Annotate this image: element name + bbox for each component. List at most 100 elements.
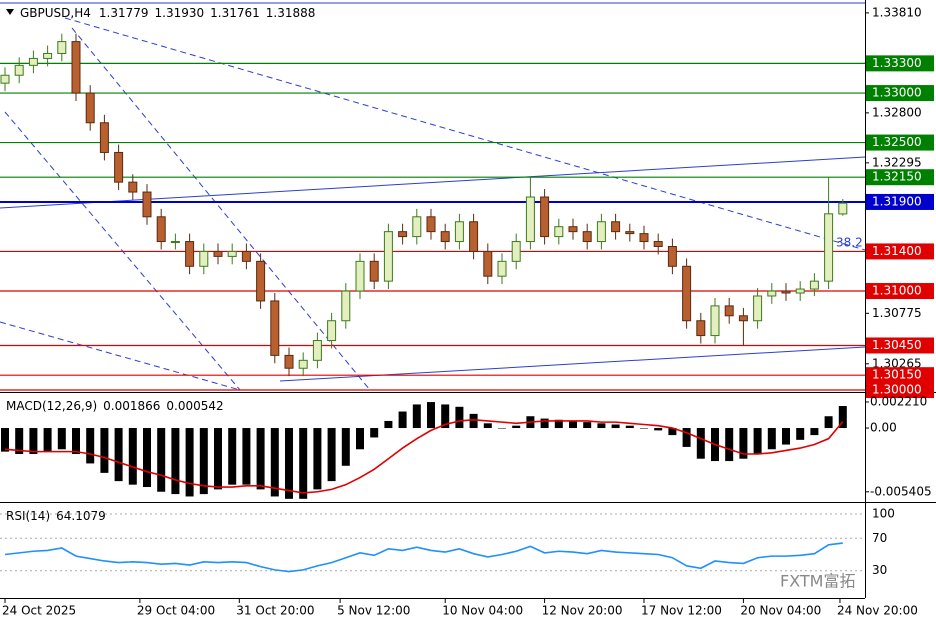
macd-bar xyxy=(483,423,492,429)
candle-body xyxy=(369,260,379,282)
macd-bar xyxy=(313,428,322,490)
level-label: 1.31900 xyxy=(872,194,922,208)
macd-bar xyxy=(796,428,805,440)
candle-body xyxy=(582,231,592,243)
level-label-box xyxy=(866,169,934,186)
x-tick-label: 20 Nov 04:00 xyxy=(740,604,821,618)
candle-body xyxy=(99,122,109,153)
macd-bar xyxy=(285,428,293,499)
macd-bar xyxy=(782,428,790,445)
candle-body xyxy=(540,196,550,238)
x-tick-label: 24 Nov 20:00 xyxy=(837,604,918,618)
candle-body xyxy=(440,231,450,243)
macd-header: MACD(12,26,9) 0.001866 0.000542 xyxy=(6,399,224,413)
level-label-box xyxy=(866,243,934,260)
macd-bar xyxy=(29,428,38,454)
candle-body xyxy=(469,221,479,252)
macd-bar xyxy=(540,418,549,429)
macd-bar xyxy=(611,424,620,429)
candle-body xyxy=(85,92,95,124)
y-tick-label: 100 xyxy=(872,507,895,521)
candle-body xyxy=(483,250,493,277)
macd-bar xyxy=(270,428,279,497)
macd-bar xyxy=(327,428,336,482)
candle-body xyxy=(554,226,564,238)
macd-bar xyxy=(668,428,677,436)
level-label: 1.33300 xyxy=(872,56,922,70)
trend-line xyxy=(64,17,866,251)
header: GBPUSD,H4 1.31779 1.31930 1.31761 1.31888 xyxy=(20,6,315,20)
candle-body xyxy=(525,196,535,243)
macd-bar xyxy=(824,416,833,429)
macd-bar xyxy=(214,428,222,490)
macd-bar xyxy=(114,428,123,482)
macd-bar xyxy=(498,428,506,429)
macd-bar xyxy=(299,428,308,499)
y-tick-label: 1.30775 xyxy=(872,306,922,320)
macd-bar xyxy=(100,428,109,473)
macd-bar xyxy=(696,428,705,459)
candle-body xyxy=(753,295,763,322)
candle-body xyxy=(170,241,180,244)
macd-bar xyxy=(199,428,208,495)
candle-body xyxy=(128,181,138,193)
y-tick-label: -0.005405 xyxy=(870,484,932,498)
trend-line xyxy=(0,321,241,391)
candle-body xyxy=(639,233,649,243)
frames xyxy=(0,0,936,599)
trend-line xyxy=(71,27,371,391)
candle-body xyxy=(156,216,166,243)
close-label: 1.31888 xyxy=(266,6,316,20)
y-tick-label: 0.002210 xyxy=(870,394,927,408)
candle-body xyxy=(185,241,195,267)
candle-body xyxy=(696,320,706,337)
macd-bar xyxy=(57,428,66,450)
y-tick-label: 0.00 xyxy=(870,421,897,435)
dropdown-icon[interactable] xyxy=(6,9,14,15)
candle-body xyxy=(284,354,294,369)
level-label-box xyxy=(866,337,934,354)
macd-bar xyxy=(625,425,634,429)
candle-body xyxy=(398,231,408,238)
level-label: 1.32500 xyxy=(872,135,922,149)
macd-bar xyxy=(171,428,180,495)
macd-bar xyxy=(512,425,521,429)
macd-bar xyxy=(682,428,691,447)
candle-body xyxy=(71,41,81,94)
candle-body xyxy=(0,74,10,84)
candle-body xyxy=(611,221,621,233)
trend-lines xyxy=(0,2,866,391)
candle-body xyxy=(653,241,663,247)
candle-body xyxy=(625,231,635,235)
candle-body xyxy=(454,221,464,243)
macd-bar xyxy=(767,428,776,450)
candle-body xyxy=(383,231,393,282)
level-label: 1.31400 xyxy=(872,244,922,258)
level-label: 1.32150 xyxy=(872,170,922,184)
y-tick-label: 1.33810 xyxy=(872,5,922,19)
macd-bar xyxy=(228,428,237,485)
macd-bar xyxy=(455,406,464,429)
level-label-box xyxy=(866,55,934,72)
macd-bar xyxy=(398,411,407,429)
macd-bar xyxy=(441,404,450,429)
level-label-box xyxy=(866,193,934,210)
level-label-box xyxy=(866,85,934,102)
level-label: 1.30450 xyxy=(872,338,922,352)
candle-body xyxy=(682,265,692,322)
level-label: 1.33000 xyxy=(872,86,922,100)
candle-body xyxy=(355,260,365,292)
macd-value: 0.001866 xyxy=(103,399,160,413)
macd-bar xyxy=(185,428,194,497)
x-tick-label: 17 Nov 12:00 xyxy=(641,604,722,618)
y-tick-label: 1.32800 xyxy=(872,105,922,119)
candle-body xyxy=(199,250,209,267)
candle-body xyxy=(241,250,251,262)
candle-body xyxy=(28,57,38,66)
x-tick-label: 12 Nov 20:00 xyxy=(542,604,623,618)
macd-bar xyxy=(412,404,421,429)
macd-bar xyxy=(597,423,606,429)
macd-bar xyxy=(356,428,364,450)
candle-body xyxy=(724,305,734,317)
